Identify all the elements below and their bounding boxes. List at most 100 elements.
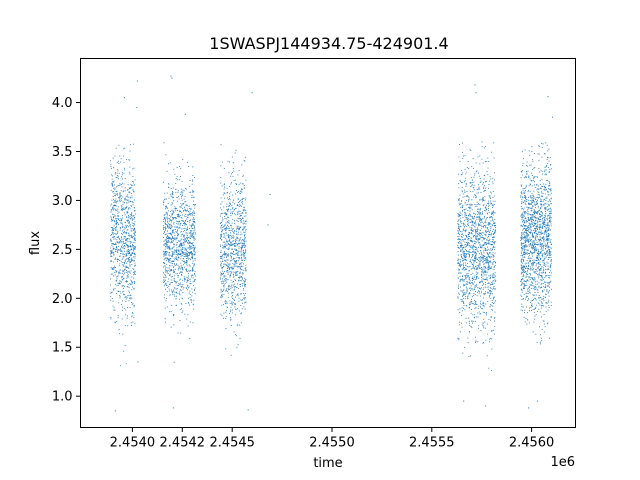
data-point [466,288,468,290]
data-point [485,220,487,222]
data-point [179,224,181,226]
data-point [115,195,117,197]
data-point [465,259,466,261]
data-point [240,247,242,249]
data-point [122,300,123,302]
data-point [463,269,465,271]
data-point [233,331,235,333]
data-point [532,168,533,170]
data-point [123,167,125,169]
data-point [235,193,237,195]
data-point [227,210,229,211]
data-point [464,279,465,281]
data-point [478,187,480,189]
data-point [471,233,473,235]
data-point [224,303,226,305]
data-point [186,239,188,241]
data-point [114,184,115,186]
data-point [168,220,170,222]
data-point [489,252,491,254]
data-point [232,303,234,305]
data-point [189,265,191,267]
data-point [238,229,240,231]
data-point [128,159,130,161]
data-point [226,244,228,246]
data-point [244,220,246,222]
data-point [470,177,472,178]
data-point [176,176,178,178]
data-point [237,228,239,230]
data-point [182,285,184,287]
data-point [170,216,172,218]
data-point [133,191,135,193]
data-point [234,260,236,262]
data-point [469,288,471,289]
data-point [166,287,168,289]
data-point [171,270,172,271]
data-point [547,292,549,294]
data-point [469,215,471,217]
data-point [111,251,113,253]
data-point [464,209,466,211]
data-point [485,181,486,183]
data-point [229,235,231,237]
data-point [239,238,241,240]
data-point [233,170,235,172]
data-point [122,215,123,217]
data-point [465,235,467,237]
data-point [524,284,526,286]
data-point [120,240,122,242]
data-point [110,210,112,212]
data-point [163,266,164,268]
data-point [114,188,116,190]
data-point [493,231,495,233]
data-point [132,259,134,261]
data-point [179,241,181,242]
data-point [473,316,475,318]
data-point [488,180,490,182]
data-point [173,280,175,282]
data-point [549,257,551,259]
data-point [471,282,473,284]
data-point [461,151,463,153]
data-point [242,183,244,185]
data-point [130,187,132,189]
data-point [220,238,221,240]
data-point [546,254,548,256]
data-point [176,284,178,286]
data-point [189,186,191,188]
data-point [164,248,166,250]
data-point [244,285,245,287]
data-point [169,282,171,284]
data-point [524,212,526,214]
data-point [461,190,463,192]
data-point [163,253,165,255]
data-point [465,264,467,266]
data-point [182,214,183,216]
data-point [223,225,225,227]
data-point [230,241,232,243]
data-point [538,269,540,271]
data-point [181,212,183,214]
data-point [231,301,233,303]
data-point [230,183,232,185]
data-point [131,252,133,254]
data-point [478,215,480,217]
data-point [228,247,230,249]
data-point [461,264,462,266]
data-point [457,214,459,216]
data-point [473,213,475,215]
data-point [522,256,524,258]
data-point [131,184,132,186]
data-point [123,350,125,352]
data-point [174,235,176,237]
data-point [134,227,136,229]
data-point [241,275,243,277]
data-point [222,283,224,285]
data-point [531,209,533,211]
data-point [124,187,126,189]
data-point [182,288,184,290]
data-point [530,307,532,309]
data-point [524,211,526,213]
data-point [461,231,463,233]
